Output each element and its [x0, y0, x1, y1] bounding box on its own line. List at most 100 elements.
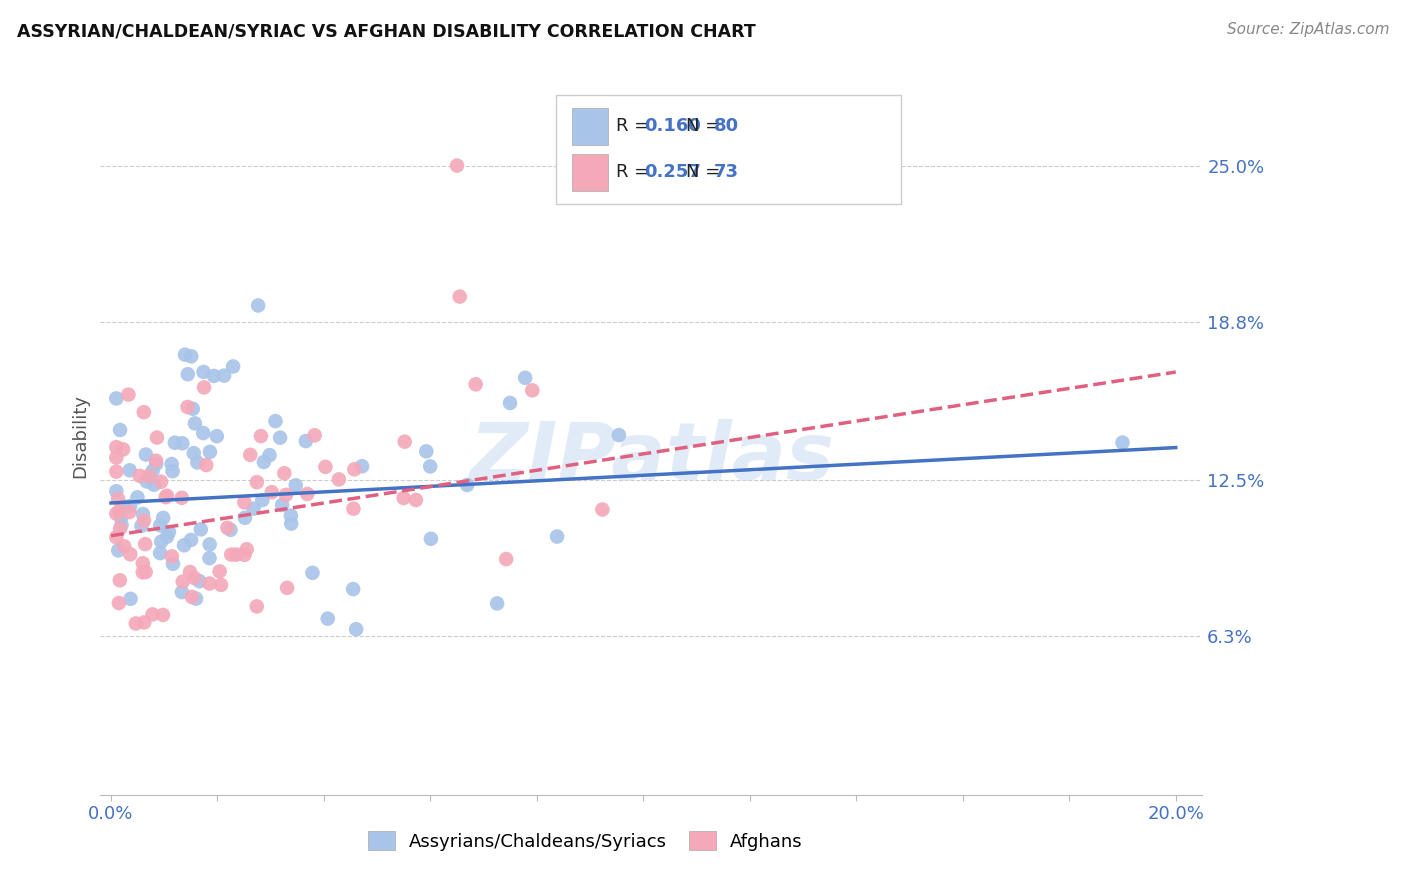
Point [304, 428, 326, 442]
Point [150, 475, 173, 489]
Point [105, 440, 128, 454]
Point [205, 429, 228, 443]
Text: N =: N = [686, 163, 725, 181]
Text: R =: R = [616, 117, 655, 135]
Point [160, 549, 183, 564]
Point [108, 596, 131, 610]
Point [246, 599, 269, 614]
Point [233, 510, 256, 524]
Point [188, 574, 211, 589]
Point [219, 523, 242, 537]
Point [342, 501, 364, 516]
Point [145, 454, 167, 468]
Text: N =: N = [686, 117, 725, 135]
Point [181, 590, 204, 604]
Legend: Assyrians/Chaldeans/Syriacs, Afghans: Assyrians/Chaldeans/Syriacs, Afghans [360, 824, 810, 858]
Point [117, 387, 139, 401]
Point [105, 450, 128, 465]
Point [112, 442, 135, 457]
Point [176, 400, 198, 414]
Point [264, 414, 287, 428]
Point [110, 511, 132, 525]
Point [607, 428, 630, 442]
Point [198, 551, 221, 566]
Point [132, 514, 155, 528]
Point [269, 431, 291, 445]
Text: 0.257: 0.257 [644, 163, 702, 181]
Point [112, 539, 135, 553]
Point [280, 516, 302, 531]
Point [112, 500, 135, 514]
Point [343, 462, 366, 476]
Point [198, 445, 221, 459]
Point [174, 348, 197, 362]
Point [344, 622, 367, 636]
Point [105, 484, 128, 499]
Text: 0.160: 0.160 [644, 117, 702, 135]
Point [184, 417, 207, 431]
Point [328, 472, 350, 486]
Point [131, 519, 153, 533]
Point [405, 493, 427, 508]
Point [276, 581, 298, 595]
Point [172, 574, 194, 589]
Point [177, 368, 200, 382]
Point [134, 537, 156, 551]
Point [162, 464, 184, 478]
Point [141, 607, 163, 622]
Point [301, 566, 323, 580]
Point [108, 574, 131, 588]
Point [160, 457, 183, 471]
Point [152, 511, 174, 525]
Point [235, 542, 257, 557]
Point [127, 491, 149, 505]
Point [155, 490, 177, 504]
Point [149, 546, 172, 560]
Point [143, 477, 166, 491]
Point [107, 543, 129, 558]
Point [260, 485, 283, 500]
Point [250, 429, 273, 443]
Point [146, 431, 169, 445]
Point [118, 463, 141, 477]
Point [156, 489, 179, 503]
Point [212, 368, 235, 383]
Point [105, 465, 128, 479]
Y-axis label: Disability: Disability [72, 394, 89, 478]
Point [486, 597, 509, 611]
Point [233, 495, 256, 509]
Point [415, 444, 437, 458]
Point [247, 298, 270, 312]
Point [219, 548, 242, 562]
Point [209, 578, 232, 592]
Point [120, 591, 142, 606]
Point [132, 507, 155, 521]
Point [138, 469, 160, 483]
Point [195, 458, 218, 472]
Point [132, 405, 155, 419]
Point [193, 380, 215, 394]
Text: R =: R = [616, 163, 655, 181]
Point [499, 396, 522, 410]
Point [271, 498, 294, 512]
Point [110, 517, 132, 532]
Text: Source: ZipAtlas.com: Source: ZipAtlas.com [1226, 22, 1389, 37]
Point [135, 565, 157, 579]
Point [125, 616, 148, 631]
Point [284, 478, 307, 492]
Point [105, 530, 128, 544]
Point [142, 464, 165, 478]
Point [120, 547, 142, 561]
Point [108, 423, 131, 437]
Point [239, 448, 262, 462]
Point [183, 571, 205, 585]
Point [179, 565, 201, 579]
Point [252, 493, 274, 508]
Point [132, 556, 155, 570]
Point [105, 392, 128, 406]
Text: ASSYRIAN/CHALDEAN/SYRIAC VS AFGHAN DISABILITY CORRELATION CHART: ASSYRIAN/CHALDEAN/SYRIAC VS AFGHAN DISAB… [17, 22, 755, 40]
Point [180, 533, 202, 547]
Point [1111, 435, 1133, 450]
Point [273, 467, 295, 481]
Point [108, 504, 131, 518]
